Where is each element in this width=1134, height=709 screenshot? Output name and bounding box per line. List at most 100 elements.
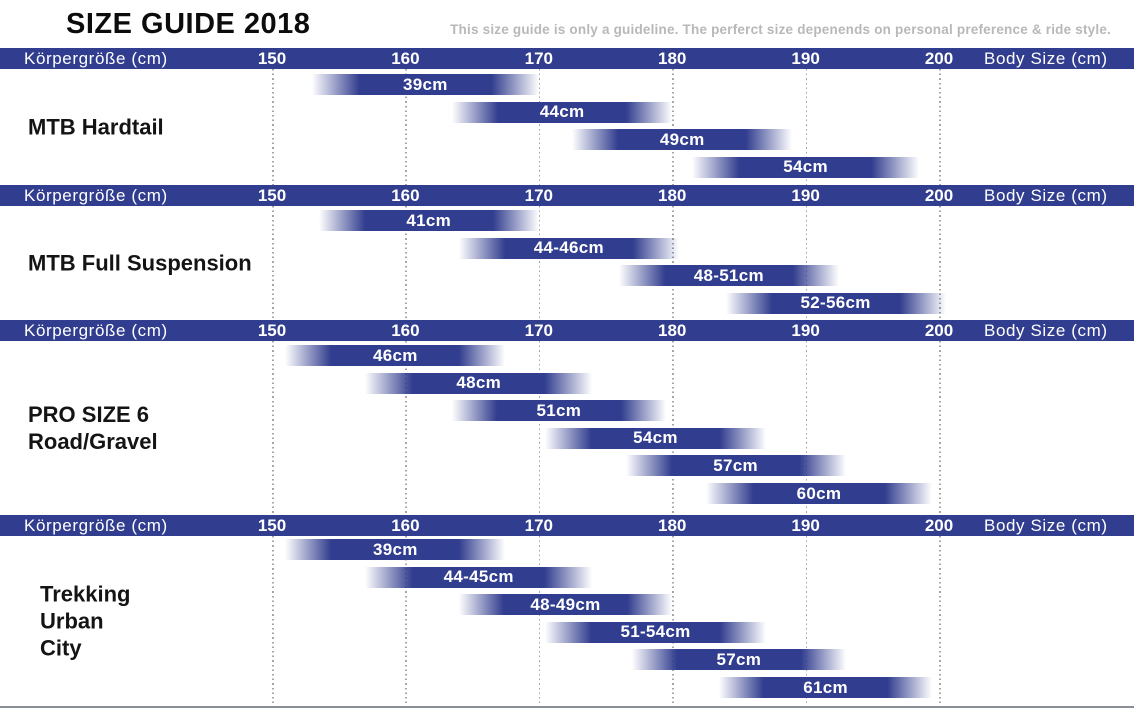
axis-tick-150: 150 (257, 185, 287, 205)
size-bar-value-label: 44-46cm (533, 238, 604, 258)
gridline-200 (939, 206, 941, 320)
axis-tick-190: 190 (791, 48, 820, 68)
section-body-mtb-hardtail: MTB Hardtail 39cm 44cm 49cm 54cm (0, 69, 1134, 185)
size-bar-value-label: 57cm (713, 455, 758, 475)
axis-tick-180: 180 (658, 48, 687, 68)
category-label-trekking-urban-city: Trekking Urban City (40, 581, 130, 662)
gridline-190 (805, 69, 808, 185)
axis-tick-200: 200 (924, 185, 954, 205)
axis-tick-150: 150 (257, 515, 287, 535)
size-bar-value-label: 60cm (796, 483, 842, 503)
size-bar-39cm: 39cm (312, 74, 539, 95)
axis-tick-160: 160 (391, 48, 420, 68)
section-body-pro-size-6-road-gravel: PRO SIZE 6 Road/Gravel 46cm 48cm 51cm 54cm 57c… (0, 341, 1134, 515)
size-bar-value-label: 46cm (373, 345, 418, 365)
axis-left-label: Körpergröße (cm) (24, 185, 168, 205)
size-bar-value-label: 54cm (633, 428, 678, 448)
category-label-line: Road/Gravel (28, 429, 158, 454)
axis-tick-160: 160 (391, 515, 420, 535)
gridline-190 (805, 341, 808, 515)
axis-tick-170: 170 (524, 185, 553, 205)
axis-tick-200: 200 (924, 48, 954, 68)
size-bar-44-45cm: 44-45cm (365, 566, 593, 588)
size-bar-46cm: 46cm (285, 345, 506, 366)
size-bar-52-56cm: 52-56cm (725, 292, 946, 314)
gridline-160 (405, 206, 407, 320)
axis-left-label: Körpergröße (cm) (24, 48, 168, 68)
gridline-150 (272, 341, 274, 515)
category-label-line: MTB Hardtail (28, 114, 164, 140)
size-bar-value-label: 49cm (659, 129, 705, 149)
axis-tick-180: 180 (658, 185, 687, 205)
size-bar-39cm: 39cm (285, 539, 506, 560)
section-body-mtb-full-suspension: MTB Full Suspension 41cm 44-46cm 48-51cm 52-… (0, 206, 1134, 320)
size-bar-57cm: 57cm (632, 649, 846, 671)
size-bar-44cm: 44cm (452, 101, 673, 123)
size-bar-value-label: 48cm (456, 373, 502, 393)
gridline-180 (672, 69, 674, 185)
category-label-mtb-hardtail: MTB Hardtail (28, 114, 164, 141)
bottom-border-line (0, 706, 1134, 708)
size-bar-value-label: 39cm (403, 74, 448, 94)
axis-tick-170: 170 (524, 320, 553, 340)
gridline-190 (805, 206, 808, 320)
gridline-200 (939, 536, 941, 706)
gridline-200 (939, 341, 941, 515)
category-label-pro-size-6-road-gravel: PRO SIZE 6 Road/Gravel (28, 401, 158, 455)
size-bar-54cm: 54cm (692, 156, 919, 178)
size-bar-51cm: 51cm (452, 400, 666, 422)
axis-tick-160: 160 (391, 320, 420, 340)
axis-tick-200: 200 (924, 320, 954, 340)
axis-tick-180: 180 (658, 515, 687, 535)
size-bar-44-46cm: 44-46cm (458, 237, 679, 259)
gridline-200 (939, 69, 941, 185)
gridline-170 (538, 69, 541, 185)
gridline-150 (272, 206, 274, 320)
size-bar-60cm: 60cm (705, 483, 933, 504)
axis-left-label: Körpergröße (cm) (24, 320, 168, 340)
gridline-170 (538, 341, 541, 515)
axis-tick-150: 150 (257, 48, 287, 68)
gridline-170 (538, 206, 541, 320)
size-bar-48-51cm: 48-51cm (618, 265, 839, 287)
axis-right-label: Body Size (cm) (984, 515, 1108, 535)
axis-header-mtb-full-suspension: Körpergröße (cm) 150 160 170 180 190 200 Body S… (0, 185, 1134, 206)
size-bar-value-label: 57cm (716, 649, 762, 669)
gridline-160 (405, 536, 407, 706)
size-bar-48-49cm: 48-49cm (458, 594, 673, 616)
category-label-line: MTB Full Suspension (28, 250, 252, 276)
gridline-180 (672, 536, 674, 706)
size-bar-value-label: 48-49cm (530, 594, 601, 614)
category-label-line: PRO SIZE 6 (28, 402, 150, 427)
gridline-190 (805, 536, 808, 706)
gridline-170 (538, 536, 541, 706)
axis-tick-200: 200 (924, 515, 954, 535)
page-subtitle: This size guide is only a guideline. The… (450, 22, 1111, 37)
size-bar-49cm: 49cm (572, 129, 793, 151)
category-label-line: City (40, 635, 82, 661)
size-bar-value-label: 51cm (536, 400, 582, 420)
size-bar-value-label: 48-51cm (693, 265, 764, 285)
page-title: SIZE GUIDE 2018 (66, 8, 311, 40)
size-bar-61cm: 61cm (718, 677, 933, 698)
axis-right-label: Body Size (cm) (984, 320, 1108, 340)
axis-header-trekking-urban-city: Körpergröße (cm) 150 160 170 180 190 200 Body S… (0, 515, 1134, 536)
size-bar-value-label: 51-54cm (620, 622, 691, 642)
size-bar-value-label: 44cm (539, 102, 585, 122)
axis-tick-160: 160 (391, 185, 420, 205)
axis-tick-170: 170 (524, 48, 553, 68)
size-bar-value-label: 44-45cm (443, 567, 514, 587)
axis-left-label: Körpergröße (cm) (24, 515, 168, 535)
axis-tick-190: 190 (791, 320, 820, 340)
category-label-line: Trekking (40, 581, 131, 607)
size-bar-value-label: 52-56cm (800, 293, 871, 313)
size-bar-value-label: 61cm (803, 677, 848, 697)
size-bar-57cm: 57cm (625, 455, 846, 477)
axis-tick-190: 190 (791, 515, 820, 535)
size-bar-value-label: 41cm (406, 210, 452, 230)
category-label-line: Urban (40, 608, 104, 634)
axis-tick-180: 180 (658, 320, 687, 340)
axis-tick-150: 150 (257, 320, 287, 340)
gridline-150 (272, 536, 274, 706)
